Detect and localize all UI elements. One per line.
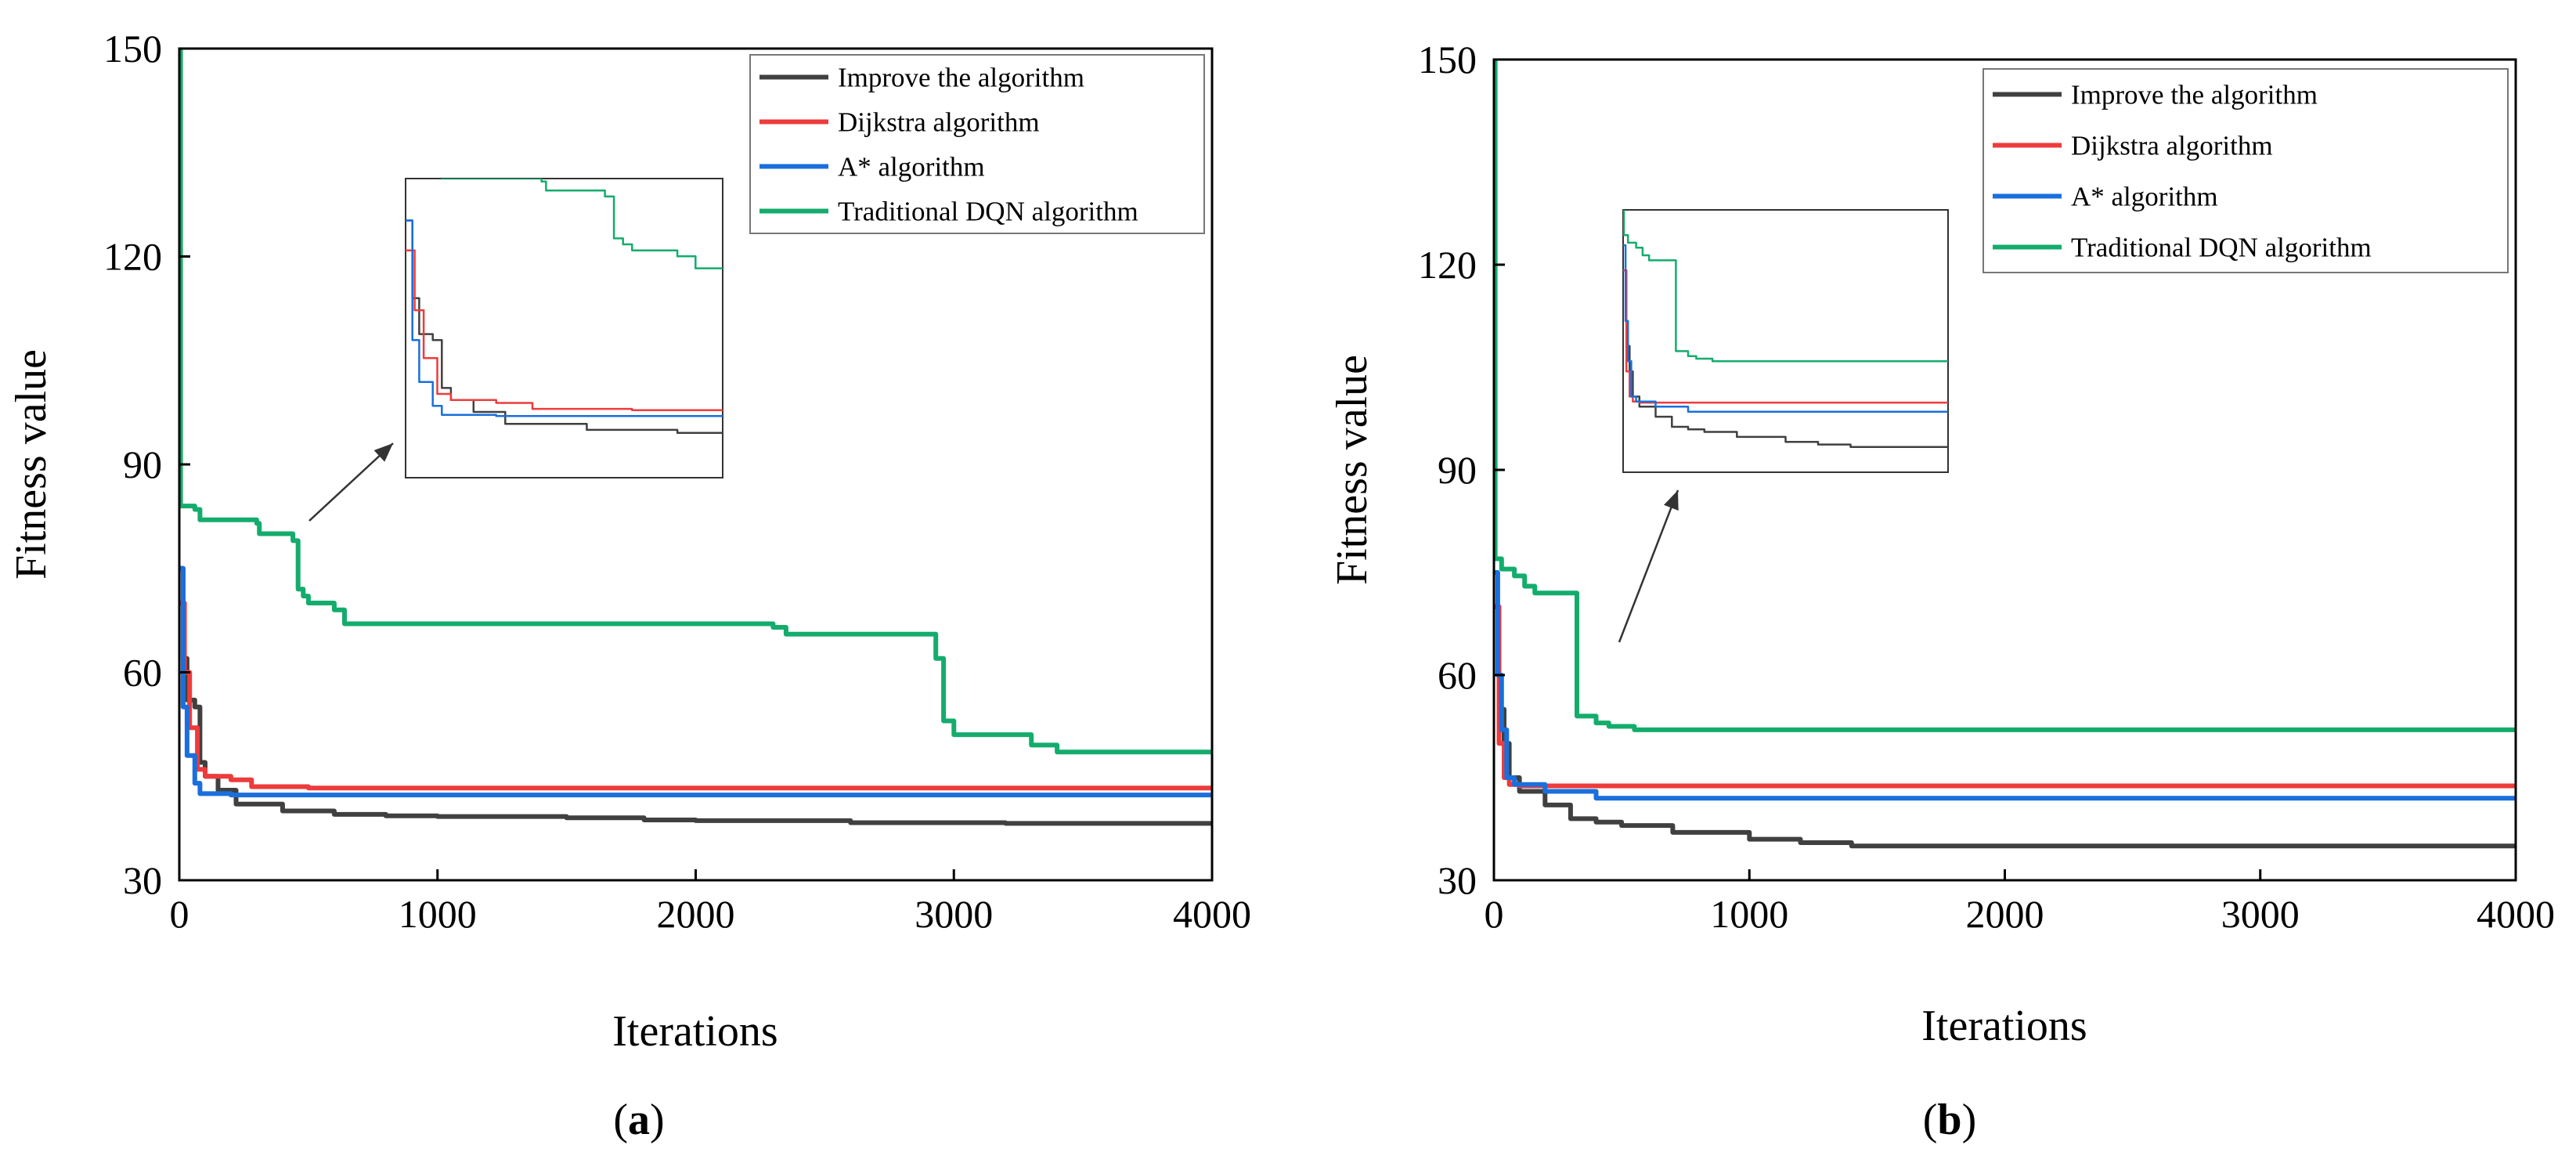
x-tick-label: 1000 (1710, 892, 1788, 936)
inset-line-traditional-dqn-algorithm (441, 179, 723, 269)
y-tick-label: 30 (1438, 858, 1477, 902)
x-tick-label: 1000 (399, 892, 477, 936)
series-line-improve-the-algorithm (1494, 604, 2516, 849)
x-axis-title: Iterations (612, 1007, 777, 1056)
legend-label: Traditional DQN algorithm (838, 197, 1138, 227)
series-line-traditional-dqn-algorithm (1494, 60, 2516, 732)
series-line-dijkstra-algorithm (1494, 604, 2516, 789)
y-tick-label: 120 (1418, 243, 1477, 287)
zoom-arrow (308, 442, 394, 522)
x-tick-label: 0 (170, 892, 189, 936)
legend-label: Dijkstra algorithm (2071, 131, 2273, 161)
inset-line-improve-the-algorithm (406, 219, 723, 434)
zoom-arrow (1618, 489, 1679, 643)
legend-label: A* algorithm (838, 152, 985, 182)
inset-line-a-algorithm (406, 219, 723, 417)
y-tick-label: 120 (103, 235, 162, 279)
y-tick-label: 90 (123, 442, 162, 486)
y-tick-label: 150 (1418, 38, 1477, 81)
series-line-dijkstra-algorithm (179, 601, 1212, 791)
series-line-traditional-dqn-algorithm (179, 49, 1212, 755)
x-tick-label: 4000 (2477, 892, 2555, 936)
zoom-arrow-head (373, 443, 393, 462)
zoom-arrow-head (1664, 490, 1679, 511)
legend-label: Dijkstra algorithm (838, 107, 1040, 138)
inset-line-dijkstra-algorithm (406, 249, 723, 411)
x-tick-label: 4000 (1173, 892, 1251, 936)
y-tick-label: 60 (123, 651, 162, 695)
inset-line-a-algorithm (1623, 244, 1948, 413)
x-tick-label: 2000 (1966, 892, 2044, 936)
x-tick-label: 3000 (915, 892, 993, 936)
series-line-improve-the-algorithm (179, 565, 1212, 826)
inset-frame (1622, 209, 1949, 473)
y-tick-label: 30 (123, 858, 162, 902)
series-line-a-algorithm (1494, 570, 2516, 801)
legend-label: Traditional DQN algorithm (2071, 233, 2372, 263)
y-tick-label: 90 (1438, 448, 1477, 492)
series-group (1494, 60, 2516, 849)
panel-label: (b) (1923, 1096, 1976, 1144)
panel-label: (a) (613, 1096, 664, 1144)
inset-series-group (1623, 210, 1948, 449)
chart-panel-1: 0 1000 2000 3000 4000 30 60 90 120 150 Iterations F… (7, 27, 1251, 1144)
inset-line-traditional-dqn-algorithm (1623, 210, 1948, 363)
y-axis-title: Fitness value (1328, 355, 1376, 585)
chart-panel-2: 0 1000 2000 3000 4000 30 60 90 120 150 Iterations F… (1328, 38, 2555, 1144)
inset-frame (405, 178, 723, 478)
legend-label: A* algorithm (2071, 182, 2218, 212)
legend-label: Improve the algorithm (838, 63, 1084, 93)
y-axis-title: Fitness value (7, 349, 56, 580)
y-tick-label: 150 (103, 27, 162, 70)
legend-box (1983, 68, 2509, 273)
legend-box (749, 54, 1205, 234)
x-axis-title: Iterations (1921, 1002, 2087, 1050)
y-tick-label: 60 (1438, 653, 1477, 697)
series-line-a-algorithm (179, 565, 1212, 798)
x-tick-label: 3000 (2221, 892, 2300, 936)
inset-series-group (406, 179, 723, 434)
x-tick-label: 2000 (657, 892, 735, 936)
x-tick-label: 0 (1485, 892, 1504, 936)
legend-label: Improve the algorithm (2071, 80, 2318, 110)
